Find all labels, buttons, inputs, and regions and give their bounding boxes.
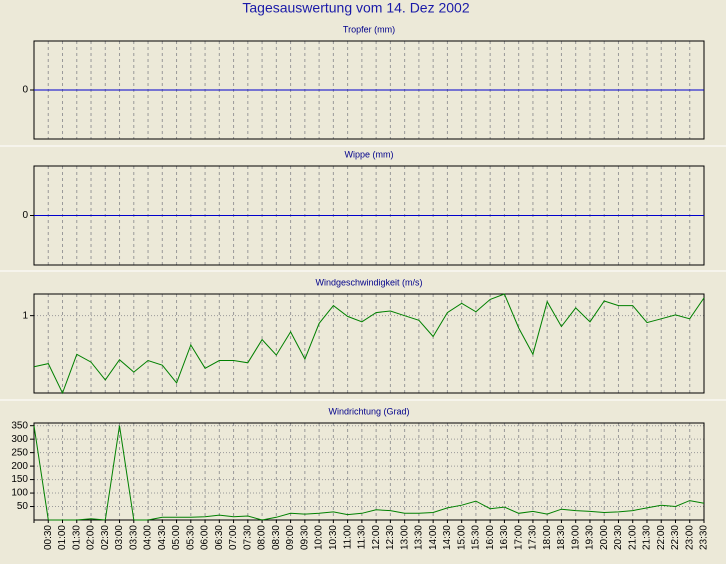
x-tick-label: 23:30 bbox=[699, 525, 710, 550]
y-tick-label: 300 bbox=[11, 434, 28, 445]
x-tick-label: 02:30 bbox=[100, 525, 111, 550]
x-tick-label: 12:30 bbox=[385, 525, 396, 550]
x-tick-label: 03:00 bbox=[114, 525, 125, 550]
x-tick-label: 09:00 bbox=[285, 525, 296, 550]
y-tick-label: 350 bbox=[11, 420, 28, 431]
y-tick-label: 0 bbox=[22, 85, 28, 96]
subplot-title: Windrichtung (Grad) bbox=[328, 406, 409, 416]
y-tick-label: 100 bbox=[11, 488, 28, 499]
x-tick-label: 10:00 bbox=[314, 525, 325, 550]
x-tick-label: 14:30 bbox=[442, 525, 453, 550]
x-tick-label: 06:30 bbox=[214, 525, 225, 550]
x-tick-label: 02:00 bbox=[86, 525, 97, 550]
plot-area bbox=[34, 423, 704, 520]
x-tick-label: 18:00 bbox=[542, 525, 553, 550]
x-tick-label: 20:00 bbox=[599, 525, 610, 550]
x-tick-label: 14:00 bbox=[428, 525, 439, 550]
data-line bbox=[33, 425, 705, 521]
y-tick-label: 250 bbox=[11, 447, 28, 458]
page-title: Tagesauswertung vom 14. Dez 2002 bbox=[242, 0, 469, 16]
y-tick-label: 150 bbox=[11, 474, 28, 485]
x-tick-label: 15:30 bbox=[471, 525, 482, 550]
x-tick-label: 13:30 bbox=[414, 525, 425, 550]
x-tick-label: 20:30 bbox=[613, 525, 624, 550]
x-tick-label: 17:00 bbox=[513, 525, 524, 550]
x-tick-label: 01:00 bbox=[57, 525, 68, 550]
y-tick-label: 50 bbox=[17, 501, 29, 512]
x-tick-label: 07:30 bbox=[242, 525, 253, 550]
x-tick-label: 22:30 bbox=[670, 525, 681, 550]
x-tick-label: 21:30 bbox=[642, 525, 653, 550]
x-tick-label: 11:00 bbox=[342, 525, 353, 550]
x-tick-label: 23:00 bbox=[684, 525, 695, 550]
x-tick-label: 21:00 bbox=[627, 525, 638, 550]
x-tick-label: 10:30 bbox=[328, 525, 339, 550]
x-tick-label: 04:30 bbox=[157, 525, 168, 550]
x-tick-label: 05:00 bbox=[171, 525, 182, 550]
x-tick-label: 03:30 bbox=[128, 525, 139, 550]
data-line bbox=[33, 293, 705, 395]
x-tick-label: 04:00 bbox=[143, 525, 154, 550]
subplot-title: Windgeschwindigkeit (m/s) bbox=[315, 277, 422, 287]
y-tick-label: 1 bbox=[22, 310, 28, 321]
y-tick-label: 0 bbox=[22, 210, 28, 221]
plot-frame bbox=[33, 422, 705, 521]
x-tick-label: 11:30 bbox=[357, 525, 368, 550]
subplot-title: Tropfer (mm) bbox=[343, 24, 395, 34]
x-tick-label: 15:00 bbox=[456, 525, 467, 550]
x-tick-label: 08:00 bbox=[257, 525, 268, 550]
plot-area bbox=[34, 294, 704, 393]
y-tick-label: 200 bbox=[11, 461, 28, 472]
x-tick-label: 19:00 bbox=[570, 525, 581, 550]
x-tick-label: 19:30 bbox=[585, 525, 596, 550]
x-tick-label: 16:00 bbox=[485, 525, 496, 550]
x-tick-label: 18:30 bbox=[556, 525, 567, 550]
x-tick-label: 01:30 bbox=[71, 525, 82, 550]
plot-frame bbox=[33, 293, 705, 394]
x-tick-label: 17:30 bbox=[528, 525, 539, 550]
x-tick-label: 16:30 bbox=[499, 525, 510, 550]
x-tick-label: 05:30 bbox=[185, 525, 196, 550]
subplot-title: Wippe (mm) bbox=[345, 149, 394, 159]
x-tick-label: 13:00 bbox=[399, 525, 410, 550]
x-tick-label: 08:30 bbox=[271, 525, 282, 550]
x-tick-label: 12:00 bbox=[371, 525, 382, 550]
x-tick-label: 09:30 bbox=[299, 525, 310, 550]
x-tick-label: 00:30 bbox=[43, 525, 54, 550]
x-tick-label: 06:00 bbox=[200, 525, 211, 550]
x-tick-label: 22:00 bbox=[656, 525, 667, 550]
x-tick-label: 07:00 bbox=[228, 525, 239, 550]
